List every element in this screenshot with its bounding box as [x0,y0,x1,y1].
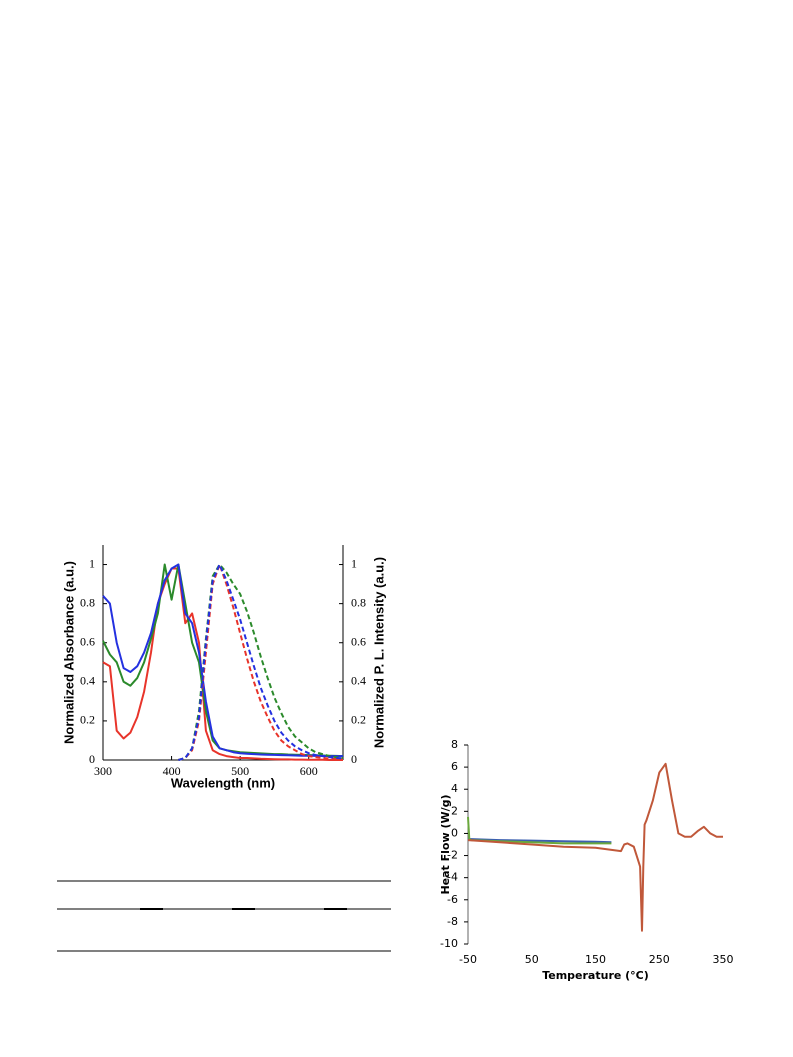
y2-tick-label: 0.6 [351,634,366,648]
y-tick-label: 0.2 [80,713,95,727]
x-axis-label: Temperature (°C) [542,969,649,982]
series-line [102,567,343,761]
x-tick-label: 50 [525,953,539,966]
series-line [467,838,612,844]
y2-tick-label: 0.2 [351,713,366,727]
x-tick-label: 300 [94,764,112,778]
x-tick-label: 150 [585,953,606,966]
y-tick-label: -10 [440,937,458,950]
y-tick-label: 0.6 [80,634,95,648]
x-tick-label: -50 [459,953,477,966]
y-tick-label: 0 [451,826,458,839]
y-tick-label: 0.8 [80,595,95,609]
y-tick-label: 8 [451,738,458,751]
y2-tick-label: 0 [351,752,357,766]
series-line [467,816,612,845]
y-tick-label: 6 [451,760,458,773]
y-axis-label: Heat Flow (W/g) [439,794,452,894]
series-line [178,563,344,761]
x-tick-label: 350 [713,953,734,966]
x-axis-label: Wavelength (nm) [171,775,275,790]
y-tick-label: -8 [447,915,458,928]
x-tick-label: 500 [231,764,249,778]
x-tick-label: 250 [649,953,670,966]
y-axis-label: Normalized Absorbance (a.u.) [61,561,76,744]
y-tick-label: -6 [447,893,458,906]
y-tick-label: -2 [447,849,458,862]
y-tick-label: 0.4 [80,674,95,688]
y-tick-label: 1 [89,556,95,570]
x-tick-label: 400 [163,764,181,778]
y-tick-label: 2 [451,804,458,817]
y2-tick-label: 1 [351,556,357,570]
y-tick-label: 4 [451,782,458,795]
series-line [102,563,344,758]
y2-axis-label: Normalized P. L. Intensity (a.u.) [371,557,386,748]
y2-tick-label: 0.4 [351,674,366,688]
series-line [467,762,723,932]
y2-tick-label: 0.8 [351,595,366,609]
y-tick-label: -4 [447,871,458,884]
series-line [102,563,343,758]
x-tick-label: 600 [300,764,318,778]
y-tick-label: 0 [89,752,95,766]
